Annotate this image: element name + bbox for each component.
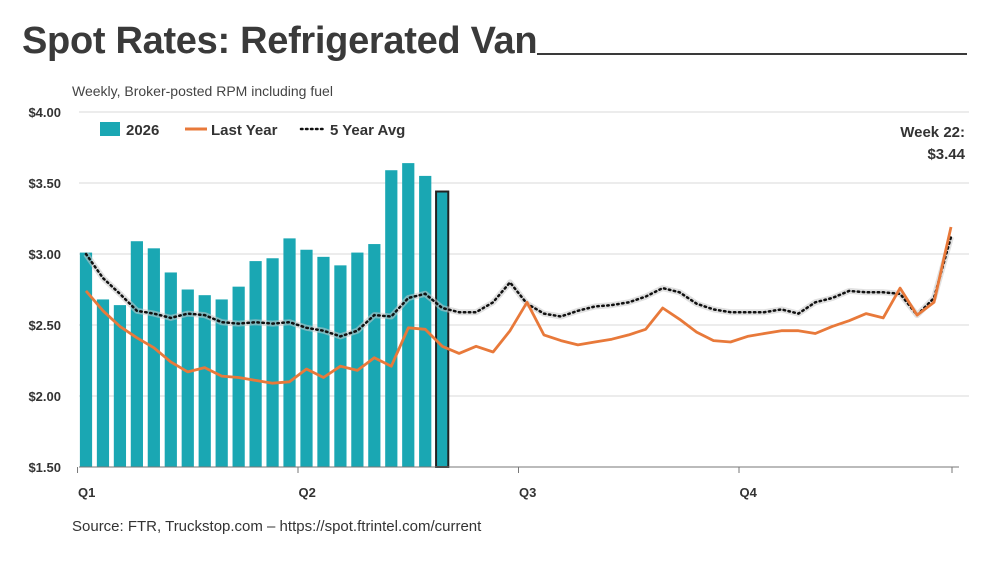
bar [181,289,194,467]
bar [249,261,262,467]
bar [266,258,279,467]
bar [198,295,211,467]
legend: 2026 Last Year 5 Year Avg [100,122,405,139]
bar [79,252,93,467]
bar [317,256,330,467]
y-tick-label: $1.50 [28,460,61,475]
bar [402,163,415,467]
bar [164,272,177,467]
bar [113,305,127,467]
y-tick-label: $3.50 [28,176,61,191]
bar [130,241,143,467]
x-tick-label: Q3 [519,485,536,500]
gridlines [79,111,969,397]
bar-latest-week [435,190,450,469]
lines [83,226,954,385]
bar [147,248,160,467]
x-tick-label: Q4 [739,485,757,500]
y-tick-label: $2.50 [28,318,61,333]
bar [215,299,228,467]
bar [283,238,296,467]
bar [96,299,110,467]
bars-2026 [79,163,450,469]
legend-label-2026: 2026 [126,122,159,139]
avg-line [84,235,953,338]
title-underline [537,53,967,55]
axes: $1.50 $2.00 $2.50 $3.00 $3.50 $4.00 Q1 Q2 Q3 Q4 [28,105,959,500]
bar [368,244,381,467]
legend-swatch-bar [100,122,120,136]
y-tick-label: $2.00 [28,389,61,404]
bar [300,249,313,467]
y-tick-label: $4.00 [28,105,61,120]
latest-week-callout: Week 22: $3.44 [900,122,965,166]
callout-value: $3.44 [927,146,965,163]
callout-week: Week 22: [900,124,965,141]
x-tick-label: Q1 [78,485,95,500]
avg-line-shadow [83,236,954,340]
bar [351,252,364,467]
last-year-line [84,226,953,385]
bar [419,175,432,467]
x-tick-label: Q2 [298,485,315,500]
y-tick-label: $3.00 [28,247,61,262]
chart-subtitle: Weekly, Broker-posted RPM including fuel [72,83,333,99]
chart-title: Spot Rates: Refrigerated Van [22,20,538,62]
legend-label-avg: 5 Year Avg [330,122,405,139]
legend-label-last-year: Last Year [211,122,278,139]
source-note: Source: FTR, Truckstop.com – https://spo… [72,518,482,535]
